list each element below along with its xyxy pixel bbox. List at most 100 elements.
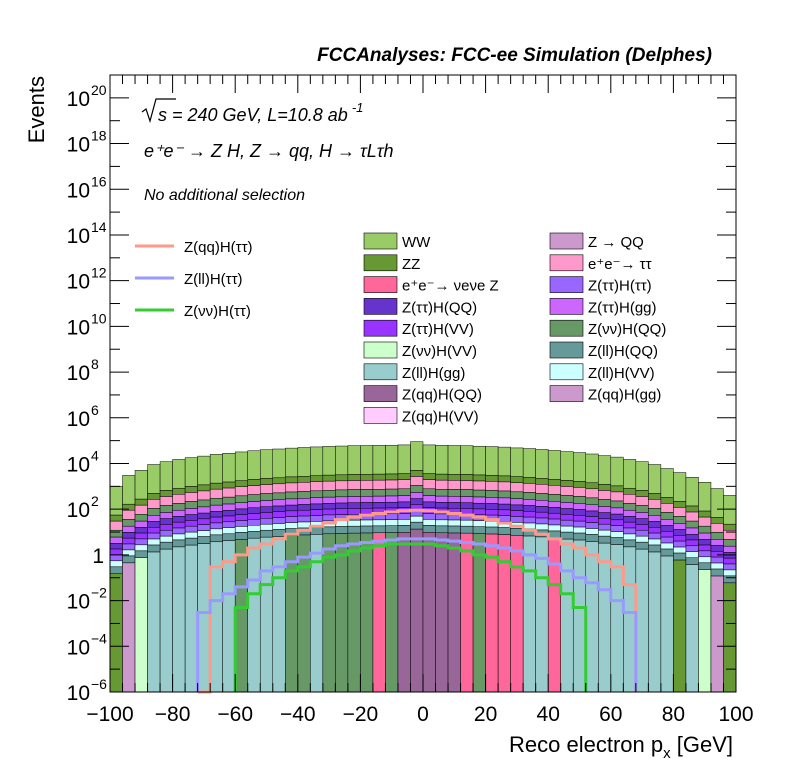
histogram-bin (460, 445, 474, 693)
bin-bottom-layer (360, 532, 374, 693)
bin-stack-layer (310, 509, 324, 516)
bin-stack-layer (497, 515, 511, 522)
bin-stack-layer (310, 481, 324, 492)
bin-stack-layer (335, 445, 349, 476)
bin-stack-layer (172, 509, 186, 517)
bin-stack-layer (547, 494, 561, 502)
bin-stack-layer (410, 498, 424, 505)
bin-stack-layer (247, 494, 261, 502)
bin-stack-layer (623, 533, 637, 541)
legend-entry-background: WW (363, 232, 431, 251)
bin-stack-layer (572, 481, 587, 488)
bin-bottom-layer (335, 533, 349, 693)
legend-entry-background: Z(ττ)H(ττ) (549, 276, 652, 295)
bin-stack-layer (698, 482, 712, 512)
bin-stack-layer (285, 476, 299, 484)
legend-fill-swatch (363, 385, 398, 402)
bin-stack-layer (134, 520, 148, 528)
bin-stack-layer (159, 529, 173, 537)
bin-stack-layer (560, 502, 574, 509)
y-tick-exponent: −2 (91, 585, 107, 601)
bin-stack-layer (572, 503, 587, 510)
bin-bottom-layer (522, 535, 536, 693)
histogram-bin (234, 451, 248, 693)
y-tick-label: 10 (67, 682, 90, 705)
legend-entry-background: e⁺e⁻→ ττ (549, 254, 652, 273)
legend-fill-swatch (363, 363, 398, 381)
legend-label: Z(νν)H(ττ) (184, 303, 251, 320)
legend-entry-background: Z(ττ)H(QQ) (363, 298, 477, 316)
bin-stack-layer (510, 491, 524, 499)
x-tick-label: 80 (662, 703, 685, 726)
legend-fill-swatch (549, 341, 584, 359)
bin-stack-layer (472, 502, 486, 510)
bin-stack-layer (310, 475, 324, 482)
bin-stack-layer (648, 508, 662, 516)
histogram-bin (635, 461, 649, 693)
bin-stack-layer (598, 506, 612, 513)
bin-stack-layer (209, 454, 223, 484)
legend-entry-background: Z(qq)H(VV) (363, 407, 479, 425)
legend-fill-swatch (363, 341, 398, 359)
bin-stack-layer (360, 480, 374, 490)
bin-stack-layer (422, 501, 436, 508)
bin-stack-layer (673, 516, 687, 524)
bin-bottom-layer (272, 536, 286, 693)
bin-bottom-layer (723, 582, 737, 693)
bin-stack-layer (222, 487, 236, 498)
legend-label: Z(qq)H(gg) (588, 387, 661, 404)
bin-stack-layer (673, 546, 687, 554)
bin-stack-layer (410, 521, 424, 530)
bin-stack-layer (297, 515, 311, 523)
bin-stack-layer (184, 501, 198, 509)
bin-stack-layer (435, 502, 449, 509)
bin-stack-layer (134, 532, 148, 540)
bin-stack-layer (510, 482, 524, 493)
bin-stack-layer (372, 479, 386, 490)
bin-stack-layer (209, 488, 223, 499)
bin-stack-layer (510, 447, 524, 477)
y-tick-exponent: 8 (91, 356, 99, 372)
bin-bottom-layer (422, 532, 436, 693)
bin-stack-layer (522, 505, 536, 512)
legend-label: Z(ll)H(QQ) (588, 343, 658, 360)
bin-stack-layer (109, 560, 123, 568)
bin-stack-layer (197, 530, 211, 537)
histogram-bin (134, 470, 148, 693)
histogram-bin (397, 444, 411, 693)
histogram-bin (184, 457, 198, 693)
legend-entry-background: e⁺e⁻→ νeνe Z (363, 276, 499, 295)
bin-stack-layer (335, 496, 349, 504)
bin-stack-layer (673, 472, 687, 502)
bin-stack-layer (335, 480, 349, 491)
bin-stack-layer (159, 535, 173, 543)
bin-stack-layer (197, 490, 211, 501)
bin-bottom-layer (497, 534, 511, 693)
bin-stack-layer (723, 539, 737, 547)
legend-entry-background: Z → QQ (549, 232, 644, 251)
bin-stack-layer (109, 536, 123, 544)
bin-stack-layer (510, 504, 524, 511)
bin-stack-layer (259, 500, 274, 507)
legend-entry-background: Z(ττ)H(gg) (549, 298, 657, 316)
bin-stack-layer (122, 525, 136, 533)
histogram-bin (447, 445, 461, 693)
legend-entry-background: Z(ττ)H(VV) (363, 319, 474, 338)
bin-stack-layer (297, 521, 311, 529)
bin-stack-layer (209, 516, 223, 524)
bin-stack-layer (109, 548, 123, 556)
bin-stack-layer (710, 517, 724, 524)
bin-stack-layer (522, 511, 536, 518)
bin-stack-layer (285, 491, 299, 500)
bin-stack-layer (598, 484, 612, 491)
energy-annotation: s = 240 GeV, L=10.8 ab -1 (141, 98, 363, 125)
y-tick-label: 10 (67, 636, 90, 659)
bin-stack-layer (435, 445, 449, 475)
y-tick-label: 10 (67, 408, 90, 431)
bin-stack-layer (322, 508, 336, 516)
bin-stack-layer (360, 474, 374, 481)
bin-stack-layer (435, 495, 449, 503)
bin-stack-layer (197, 524, 211, 531)
legend-fill-swatch (549, 232, 584, 250)
bin-stack-layer (535, 517, 549, 525)
